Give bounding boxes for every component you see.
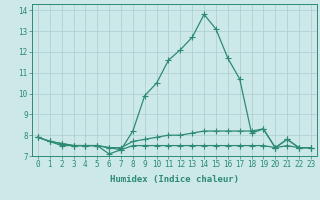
X-axis label: Humidex (Indice chaleur): Humidex (Indice chaleur) [110, 175, 239, 184]
